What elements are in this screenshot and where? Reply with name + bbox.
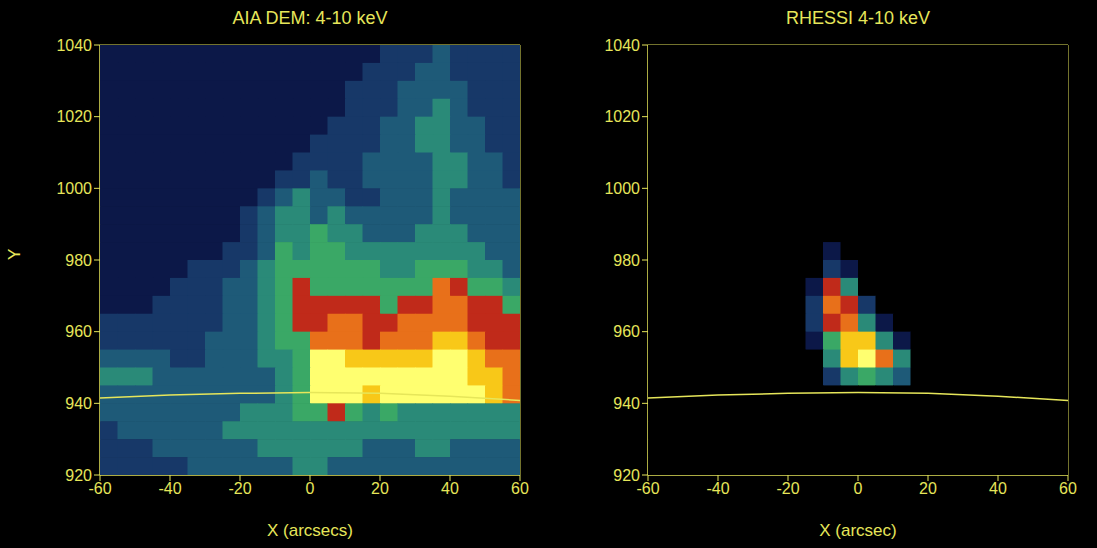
svg-text:-20: -20 [776,480,799,497]
svg-text:X (arcsec): X (arcsec) [819,521,896,540]
svg-text:1020: 1020 [56,108,92,125]
html-text:RHESSI 4-10 keV: RHESSI 4-10 keV [786,8,930,28]
svg-text:1040: 1040 [604,37,640,54]
svg-text:980: 980 [65,252,92,269]
svg-text:-40: -40 [158,480,181,497]
svg-text:980: 980 [613,252,640,269]
html-text:AIA DEM: 4-10 keV: AIA DEM: 4-10 keV [232,8,388,28]
svg-text:960: 960 [613,323,640,340]
svg-text:40: 40 [989,480,1007,497]
svg-text:20: 20 [371,480,389,497]
svg-text:-40: -40 [706,480,729,497]
svg-text:Y: Y [5,249,24,260]
svg-text:1000: 1000 [604,180,640,197]
svg-text:0: 0 [306,480,315,497]
svg-text:40: 40 [441,480,459,497]
svg-text:1020: 1020 [604,108,640,125]
svg-text:X (arcsecs): X (arcsecs) [267,521,353,540]
svg-text:-60: -60 [88,480,112,498]
svg-text:920: 920 [613,467,640,484]
svg-text:-20: -20 [228,480,251,497]
svg-text:940: 940 [613,395,640,412]
svg-text:1000: 1000 [56,180,92,197]
svg-text:940: 940 [65,395,92,412]
svg-text:20: 20 [919,480,937,497]
svg-text:60: 60 [1059,480,1077,497]
svg-text:0: 0 [854,480,863,497]
svg-text:960: 960 [65,323,92,340]
svg-text:920: 920 [65,467,92,484]
svg-text:1040: 1040 [56,37,92,54]
svg-text:60: 60 [511,480,529,497]
svg-text:-60: -60 [636,480,660,498]
